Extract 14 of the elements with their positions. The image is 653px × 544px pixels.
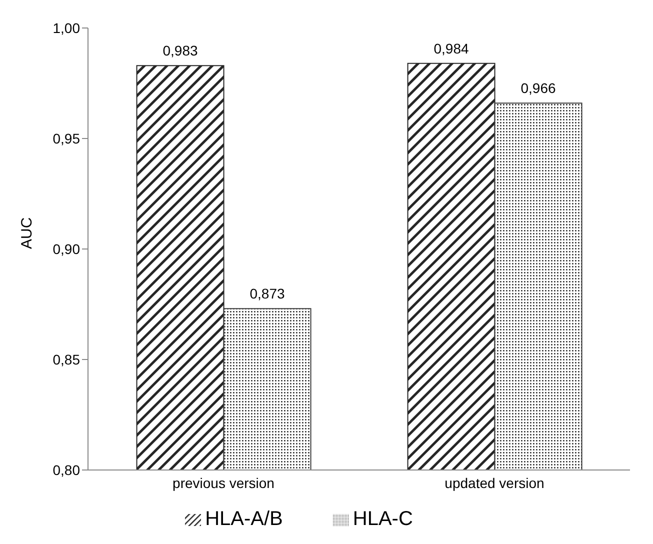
data-label: 0,966 [520,80,556,96]
y-tick-label: 0,90 [52,240,80,257]
x-tick-label: previous version [172,474,274,491]
legend-label: HLA-C [352,508,413,530]
y-tick-label: 1,00 [52,20,80,36]
data-label: 0,984 [434,40,470,56]
x-tick-label: updated version [444,474,544,491]
data-label: 0,983 [162,42,198,59]
y-axis-title: AUC [18,217,36,249]
y-tick-label: 0,85 [52,351,80,368]
y-tick-label: 0,95 [52,130,80,146]
legend-label: HLA-A/B [205,508,283,530]
data-label: 0,873 [250,286,286,302]
y-tick-label: 0,80 [52,462,80,478]
